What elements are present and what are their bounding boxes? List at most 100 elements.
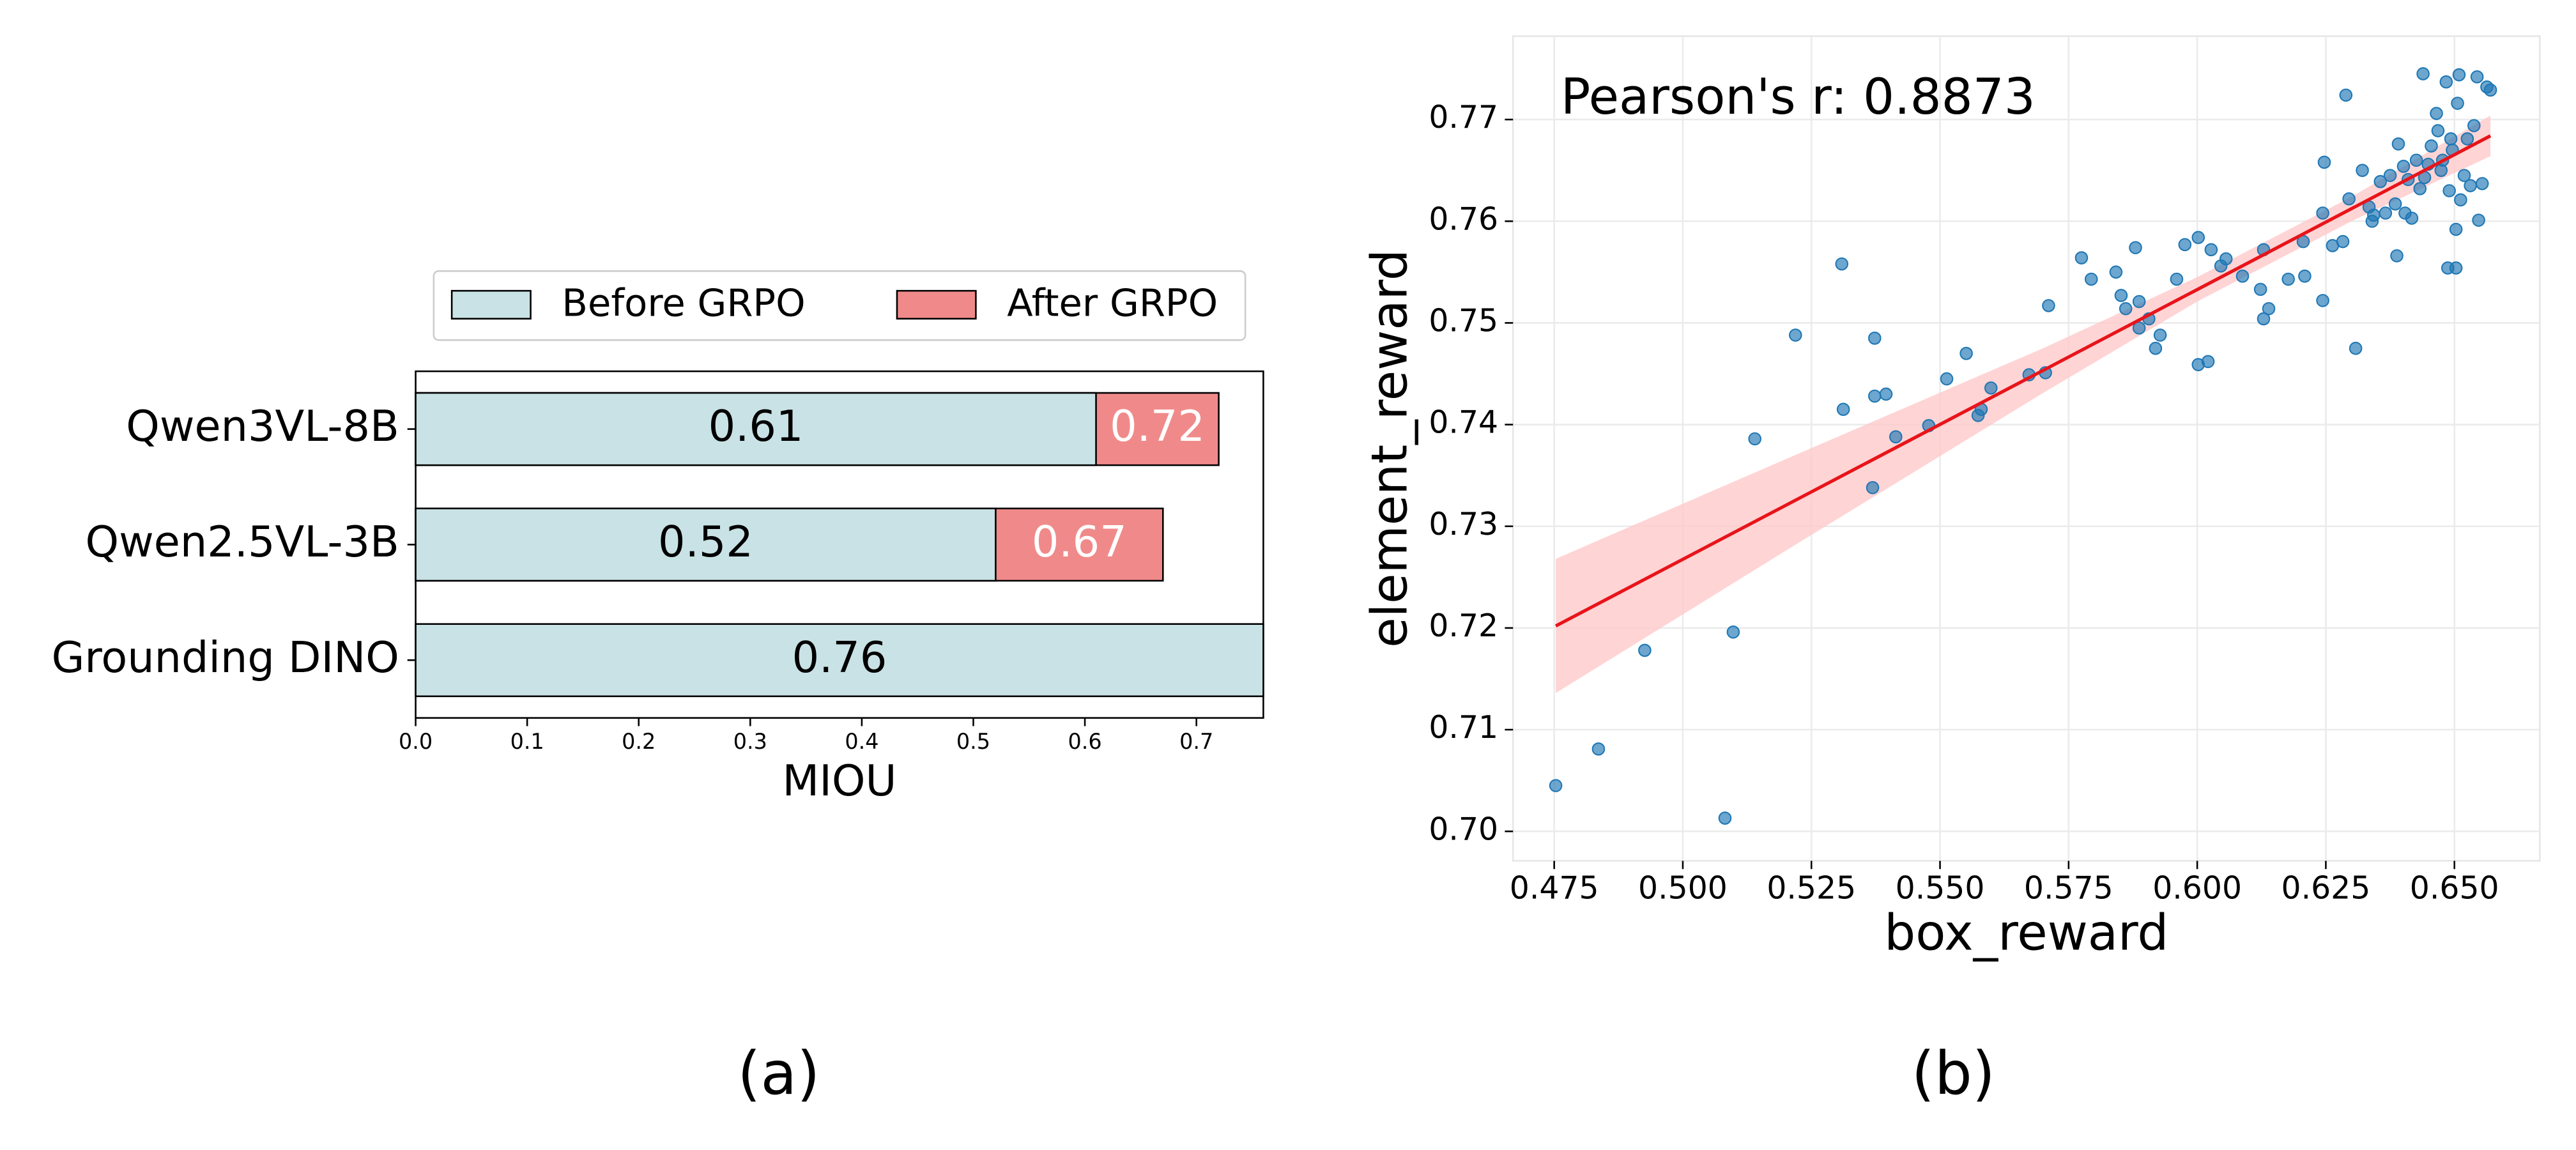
legend-box [433, 270, 1246, 341]
scatter-point [2416, 67, 2430, 80]
scatter-point [1940, 372, 1954, 386]
scatter-point [2409, 153, 2423, 167]
scatter-point [2457, 169, 2471, 182]
scatter-point [1718, 811, 1732, 825]
scatter-point [2109, 265, 2123, 279]
scatter-point [2396, 160, 2411, 173]
scatter-point [2388, 197, 2402, 211]
scatter-point [1879, 387, 1893, 401]
x-tick-label: 0.6 [1068, 729, 1102, 754]
scatter-point [2405, 211, 2419, 225]
x-tick-label: 0.5 [956, 729, 990, 754]
scatter-point [2356, 164, 2369, 177]
scatter-point [2391, 137, 2405, 151]
scatter-point [2390, 249, 2404, 263]
scatter-point [2219, 252, 2233, 266]
scatter-point [1868, 332, 1882, 345]
scatter-point [2449, 222, 2463, 236]
annotation: Pearson's r: 0.8873 [1561, 68, 2035, 126]
bar [415, 623, 1264, 698]
scatter-point [2483, 83, 2497, 97]
scatter-point [1549, 779, 1563, 792]
x-axis-label: MIOU [783, 756, 897, 806]
caption: (a) [737, 1039, 820, 1108]
scatter-point [1889, 430, 1903, 443]
scatter-point [2430, 107, 2443, 120]
x-tick-label: 0.7 [1179, 729, 1213, 754]
regression-line [1554, 134, 2492, 628]
scatter-point [2449, 261, 2463, 275]
scatter-point [2178, 238, 2192, 252]
y-tick-label: Qwen3VL-8B [126, 401, 399, 451]
y-axis-label: element_reward [1361, 249, 1419, 648]
x-tick-label: 0.1 [510, 729, 544, 754]
y-tick-label: 0.77 [1429, 99, 1498, 135]
scatter-point [2235, 269, 2250, 283]
scatter-point [2317, 155, 2331, 169]
y-tick-label: 0.71 [1429, 709, 1498, 746]
y-tick-label: 0.76 [1429, 201, 1498, 237]
legend-label: Before GRPO [562, 280, 805, 325]
scatter-point [2452, 68, 2466, 82]
x-tick-label: 0.550 [1896, 870, 1985, 907]
scatter-point [2129, 241, 2142, 254]
scatter-point [2316, 206, 2329, 220]
scatter-point [2467, 119, 2481, 132]
scatter-point [2119, 302, 2133, 316]
x-tick-label: 0.475 [1510, 870, 1599, 907]
scatter-point [2342, 192, 2356, 206]
figure-content: Qwen3VL-8B 0.61 0.72 Qwen2.5VL-3B 0.52 0.67 Gr… [52, 35, 2541, 1108]
scatter-point [2042, 299, 2055, 312]
y-tick-label: 0.75 [1429, 302, 1498, 339]
y-tick-label: Grounding DINO [52, 632, 399, 682]
scatter-point [2349, 341, 2363, 355]
scatter-point [2114, 289, 2128, 302]
scatter-point [2132, 295, 2146, 309]
scatter-point [2262, 302, 2276, 316]
caption: (b) [1912, 1039, 1995, 1108]
scatter-point [2383, 169, 2397, 182]
y-tick-label: 0.70 [1429, 811, 1498, 847]
scatter-point [2074, 251, 2089, 264]
scatter-point [2464, 179, 2477, 192]
legend-label: After GRPO [1007, 280, 1218, 325]
scatter-point [1789, 328, 1802, 342]
scatter-point [2316, 294, 2329, 307]
scatter-point [1835, 257, 1849, 271]
legend-swatch [896, 289, 977, 320]
scatter-point [2257, 312, 2271, 326]
scatter-point [2439, 75, 2453, 89]
x-tick-label: 0.4 [845, 729, 878, 754]
x-tick-label: 0.625 [2281, 870, 2371, 907]
scatter-point [1959, 346, 1973, 360]
x-tick-label: 0.650 [2410, 870, 2499, 907]
legend-swatch [450, 289, 532, 320]
scatter-point [2201, 355, 2215, 369]
scatter-point [1591, 742, 1606, 756]
scatter-point [2336, 234, 2350, 249]
scatter-point [2132, 321, 2146, 335]
x-tick-label: 0.0 [399, 729, 433, 754]
scatter-point [2170, 272, 2184, 286]
scatter-point [1868, 389, 1882, 403]
scatter-point [2472, 213, 2485, 227]
scatter-point [2204, 243, 2218, 257]
bar [415, 392, 1097, 466]
scatter-point [2379, 206, 2393, 220]
scatter-point [2442, 184, 2456, 197]
scatter-point [2451, 96, 2464, 110]
scatter-point [2413, 182, 2427, 195]
value-label: 0.67 [1032, 517, 1127, 567]
value-label: 0.72 [1110, 401, 1205, 451]
bar [415, 507, 997, 582]
scatter-point [2373, 174, 2388, 188]
scatter-point [2084, 272, 2098, 286]
scatter-point [1866, 480, 1880, 494]
scatter-point [2444, 132, 2458, 146]
scatter-point [2460, 132, 2474, 146]
x-tick-label: 0.500 [1638, 870, 1728, 907]
scatter-point [2425, 139, 2438, 153]
value-label: 0.76 [792, 632, 887, 682]
value-label: 0.61 [709, 401, 804, 451]
